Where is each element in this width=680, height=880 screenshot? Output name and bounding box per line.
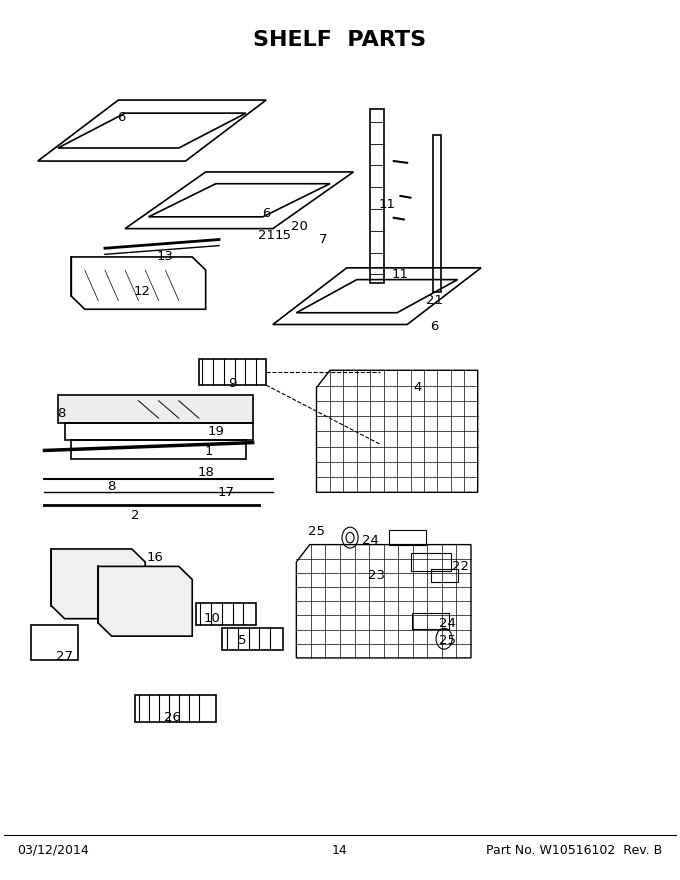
- Text: 17: 17: [218, 486, 235, 499]
- Text: 4: 4: [413, 381, 422, 394]
- Text: 6: 6: [430, 320, 438, 334]
- Text: 24: 24: [439, 617, 456, 629]
- Text: SHELF  PARTS: SHELF PARTS: [254, 30, 426, 50]
- Text: 18: 18: [197, 466, 214, 479]
- Polygon shape: [58, 394, 253, 422]
- Text: 2: 2: [131, 510, 139, 523]
- Text: 7: 7: [319, 233, 328, 246]
- Text: 8: 8: [57, 407, 65, 421]
- Bar: [369, 109, 384, 283]
- Bar: [430, 568, 458, 582]
- Text: 11: 11: [392, 268, 409, 281]
- Text: 20: 20: [291, 220, 308, 233]
- Text: 21: 21: [426, 294, 443, 307]
- Text: 23: 23: [369, 568, 386, 582]
- Text: 1: 1: [205, 444, 214, 458]
- Bar: [199, 359, 266, 385]
- Bar: [196, 604, 256, 625]
- Text: 14: 14: [332, 844, 348, 856]
- Text: 27: 27: [56, 649, 73, 663]
- Text: 24: 24: [362, 534, 379, 546]
- Text: Part No. W10516102  Rev. B: Part No. W10516102 Rev. B: [486, 844, 662, 856]
- Text: 12: 12: [133, 285, 150, 298]
- Text: 9: 9: [228, 377, 237, 390]
- Text: 22: 22: [452, 560, 469, 573]
- Text: 15: 15: [275, 229, 292, 242]
- Bar: [135, 695, 216, 722]
- Text: 5: 5: [239, 634, 247, 647]
- Bar: [31, 625, 78, 660]
- Text: 21: 21: [258, 229, 275, 242]
- Bar: [433, 135, 441, 292]
- Text: 25: 25: [308, 525, 325, 538]
- Bar: [222, 627, 283, 649]
- Text: 13: 13: [157, 251, 174, 263]
- Text: 6: 6: [262, 207, 271, 220]
- Text: 26: 26: [164, 711, 180, 723]
- Bar: [389, 530, 426, 546]
- Polygon shape: [98, 567, 192, 636]
- Text: 03/12/2014: 03/12/2014: [18, 844, 89, 856]
- Text: 16: 16: [147, 551, 164, 564]
- Bar: [411, 554, 451, 571]
- Text: 19: 19: [207, 425, 224, 437]
- Bar: [412, 613, 449, 629]
- Text: 11: 11: [379, 198, 396, 211]
- Text: 6: 6: [118, 111, 126, 124]
- Text: 25: 25: [439, 634, 456, 647]
- Text: 8: 8: [107, 480, 116, 493]
- Polygon shape: [51, 549, 146, 619]
- Text: 10: 10: [204, 612, 221, 625]
